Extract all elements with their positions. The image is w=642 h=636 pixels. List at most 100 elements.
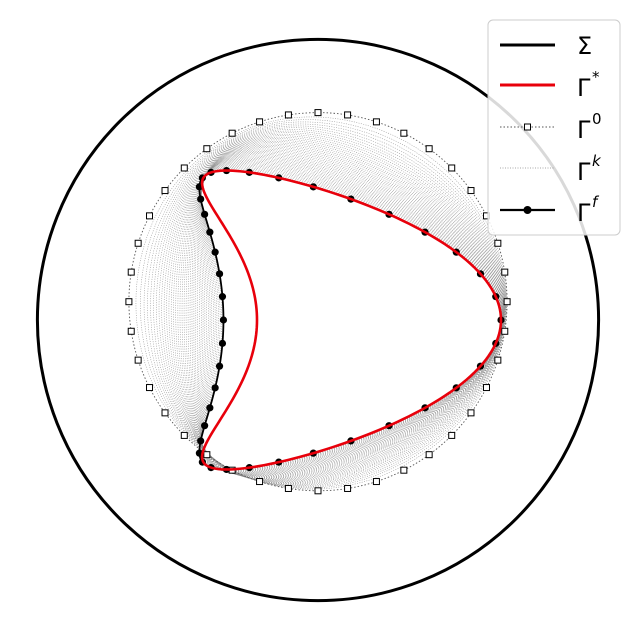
legend-sup-gamma-k: k [592, 152, 602, 170]
gamma-f-marker-21 [218, 339, 227, 347]
gamma-0-marker-0 [503, 298, 511, 306]
gamma-f-marker-25 [201, 422, 209, 430]
gamma-k-iterate-27 [198, 155, 503, 476]
gamma-f-marker-16 [206, 228, 214, 236]
gamma-0-marker-6 [425, 145, 433, 153]
gamma-f-line [198, 169, 502, 471]
gamma-k-iterate-21 [187, 148, 504, 478]
gamma-0-marker-31 [344, 484, 352, 492]
gamma-k-iterate-36 [200, 165, 502, 472]
gamma-0-marker-7 [400, 129, 408, 137]
legend-label-gamma-star: Γ [577, 74, 591, 102]
gamma-0-marker-11 [284, 111, 292, 119]
gamma-0-marker-17 [146, 212, 154, 220]
gamma-f-marker-19 [218, 293, 227, 301]
gamma-k-iterate-38 [200, 167, 502, 471]
gamma-0-marker-5 [448, 164, 456, 172]
gamma-0-marker-14 [203, 145, 211, 153]
gamma-k-iterate-9 [161, 132, 506, 484]
legend-label-sigma: Σ [577, 32, 592, 60]
gamma-k-iterate-40 [199, 169, 502, 471]
gamma-0-marker-26 [203, 451, 211, 459]
sigma-boundary [35, 37, 601, 603]
gamma-0-marker-36 [467, 409, 475, 417]
gamma-f-marker-22 [215, 362, 224, 370]
gamma-0-marker-13 [228, 129, 236, 137]
gamma-0-marker-24 [161, 409, 169, 417]
gamma-k-iterate-1 [135, 116, 507, 490]
gamma-k-iterate-18 [181, 144, 504, 480]
gamma-0-marker-10 [314, 109, 322, 117]
gamma-k-iterate-33 [201, 162, 503, 473]
gamma-0-marker-39 [501, 327, 509, 335]
gamma-k-iterate-24 [193, 152, 504, 477]
gamma-0-initial-curve [125, 109, 511, 495]
gamma-0-marker-4 [467, 187, 475, 195]
gamma-k-iterate-17 [179, 143, 505, 480]
gamma-f-marker-17 [211, 248, 219, 256]
gamma-0-marker-15 [180, 164, 188, 172]
gamma-0-marker-18 [134, 239, 142, 247]
gamma-k-iterate-14 [173, 139, 505, 482]
gamma-0-marker-20 [125, 298, 133, 306]
gamma-k-iterate-4 [147, 123, 507, 487]
gamma-k-iterate-23 [191, 150, 504, 477]
sigma-circle [35, 37, 601, 603]
gamma-f-marker-24 [206, 404, 214, 412]
gamma-k-iterate-3 [143, 121, 507, 488]
gamma-f-marker-14 [197, 195, 205, 203]
gamma-k-iterate-5 [150, 125, 507, 487]
legend-entry-gamma-star: Γ * [500, 68, 600, 102]
legend-sup-gamma-f: f [592, 193, 600, 211]
gamma-k-iterate-16 [177, 142, 505, 481]
gamma-k-iterate-26 [196, 154, 503, 476]
gamma-f-marker-26 [197, 437, 205, 445]
gamma-k-iterate-35 [201, 164, 502, 472]
gamma-0-marker-30 [314, 487, 322, 495]
gamma-0-marker-1 [501, 268, 509, 276]
gamma-star-line [200, 169, 503, 471]
gamma-k-iterate-37 [200, 166, 502, 472]
gamma-0-marker-37 [482, 384, 490, 392]
gamma-k-iterate-15 [175, 140, 505, 481]
gamma-k-iterate-19 [183, 146, 504, 479]
gamma-0-marker-23 [146, 384, 154, 392]
gamma-k-iterate-25 [195, 153, 504, 477]
gamma-0-marker-25 [180, 431, 188, 439]
gamma-k-iterate-29 [199, 157, 503, 475]
gamma-0-marker-33 [400, 466, 408, 474]
gamma-k-iterate-32 [200, 161, 503, 474]
gamma-0-marker-28 [256, 478, 264, 486]
legend-sup-gamma-0: 0 [592, 110, 602, 128]
legend-entry-gamma-0: Γ 0 [500, 110, 602, 144]
gamma-0-marker-32 [372, 478, 380, 486]
gamma-f-marker-23 [211, 384, 219, 392]
legend: Σ Γ * Γ 0 Γ k Γ f [487, 19, 621, 236]
gamma-0-marker-8 [372, 118, 380, 126]
gamma-0-marker-38 [494, 356, 502, 364]
gamma-f-marker-20 [219, 316, 228, 324]
legend-marker-gamma-0 [524, 123, 531, 131]
gamma-0-marker-12 [256, 118, 264, 126]
gamma-0-marker-35 [448, 431, 456, 439]
gamma-k-iterate-7 [156, 129, 506, 485]
gamma-f-final-curve [195, 166, 505, 474]
gamma-k-iterate-34 [201, 163, 503, 473]
gamma-0-marker-16 [161, 187, 169, 195]
gamma-0-marker-21 [127, 327, 135, 335]
gamma-k-iterate-2 [140, 119, 507, 489]
gamma-k-iterate-28 [199, 156, 503, 475]
legend-label-gamma-0: Γ [577, 116, 591, 144]
gamma-0-marker-2 [494, 239, 502, 247]
legend-label-gamma-f: Γ [577, 199, 591, 227]
legend-label-gamma-k: Γ [577, 158, 591, 186]
gamma-k-iterate-39 [199, 168, 502, 471]
gamma-0-marker-19 [127, 268, 135, 276]
legend-marker-gamma-f [523, 206, 532, 214]
gamma-0-marker-29 [284, 484, 292, 492]
gamma-f-marker-18 [215, 270, 224, 278]
gamma-k-iterate-13 [170, 138, 505, 482]
legend-entry-sigma: Σ [500, 32, 592, 60]
legend-entry-gamma-k: Γ k [500, 152, 602, 186]
